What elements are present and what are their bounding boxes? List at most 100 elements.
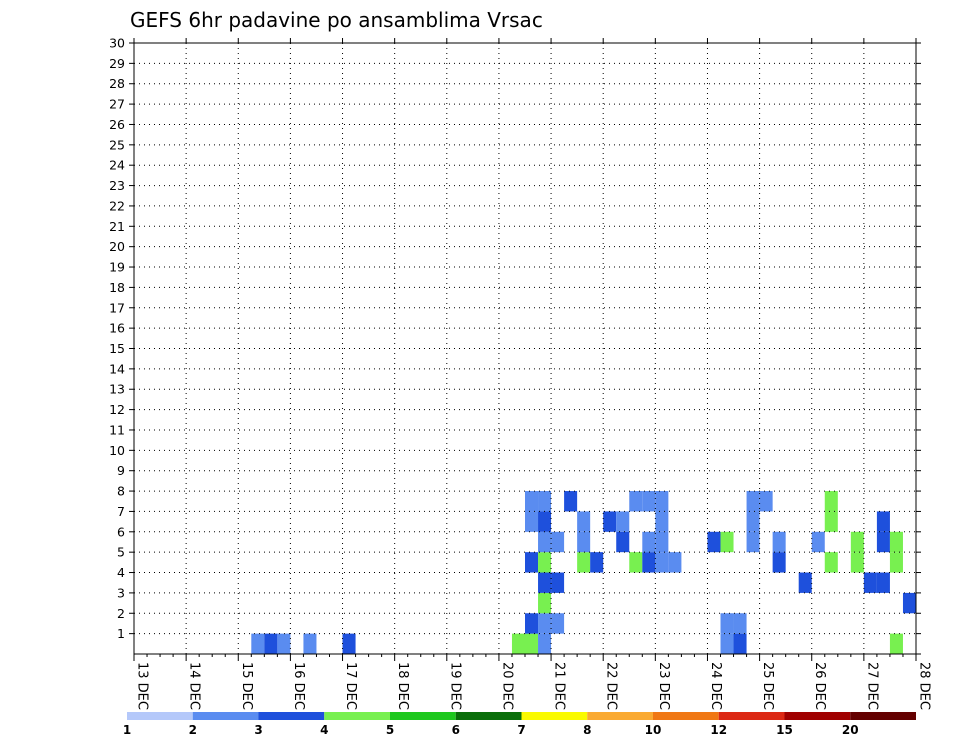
heatmap-cell	[525, 491, 539, 512]
x-tick-label: 21 DEC	[552, 662, 567, 710]
heatmap-cell	[538, 633, 552, 654]
colorbar-segment	[718, 712, 785, 720]
colorbar-segment	[653, 712, 719, 720]
heatmap-cell	[538, 552, 552, 573]
y-tick-label: 1	[117, 626, 125, 641]
heatmap-cell	[746, 511, 760, 532]
heatmap-cell	[577, 511, 591, 532]
heatmap-cell	[551, 613, 565, 634]
heatmap-cell	[525, 633, 539, 654]
y-tick-label: 26	[109, 117, 125, 132]
colorbar-label: 6	[452, 723, 460, 737]
colorbar-segment	[192, 712, 259, 720]
chart-title: GEFS 6hr padavine po ansamblima Vrsac	[130, 8, 543, 32]
y-tick-label: 2	[117, 606, 125, 621]
heatmap-cell	[538, 511, 552, 532]
heatmap-cell	[850, 552, 864, 573]
x-tick-label: 20 DEC	[499, 662, 514, 710]
colorbar-segment	[258, 712, 325, 720]
heatmap-cell	[772, 552, 786, 573]
y-tick-label: 15	[109, 341, 125, 356]
colorbar-label: 3	[254, 723, 262, 737]
heatmap-cell	[642, 552, 656, 573]
heatmap-cell	[538, 613, 552, 634]
y-tick-label: 19	[109, 260, 125, 275]
colorbar-label: 1	[123, 723, 131, 737]
y-tick-label: 12	[109, 402, 125, 417]
colorbar-label: 5	[386, 723, 394, 737]
heatmap-cell	[525, 511, 539, 532]
heatmap-cell	[746, 531, 760, 553]
heatmap-cell	[798, 572, 812, 593]
heatmap-cells	[251, 491, 916, 654]
y-tick-label: 16	[109, 321, 125, 336]
colorbar-label: 15	[776, 723, 793, 737]
x-tick-label: 15 DEC	[239, 662, 254, 710]
x-tick-label: 13 DEC	[135, 662, 150, 710]
y-tick-label: 23	[109, 178, 125, 193]
y-tick-label: 4	[117, 565, 125, 580]
heatmap-cell	[538, 491, 552, 512]
heatmap-cell	[642, 491, 656, 512]
colorbar-label: 7	[517, 723, 525, 737]
heatmap-cell	[876, 572, 890, 593]
heatmap-cell	[655, 552, 669, 573]
y-tick-label: 17	[109, 300, 125, 315]
heatmap-cell	[850, 531, 864, 553]
heatmap-cell	[525, 552, 539, 573]
heatmap-cell	[564, 491, 578, 512]
heatmap-cell	[889, 552, 903, 573]
heatmap-cell	[720, 613, 734, 634]
x-tick-label: 28 DEC	[917, 662, 932, 710]
heatmap-cell	[655, 491, 669, 512]
colorbar: 1 2 3 4 5 6 7 8 10 12 15 20	[123, 712, 916, 737]
heatmap-cell	[668, 552, 682, 573]
y-tick-label: 6	[117, 524, 125, 539]
y-tick-label: 7	[117, 504, 125, 519]
heatmap-cell	[759, 491, 773, 512]
heatmap-cell	[863, 572, 877, 593]
y-tick-label: 29	[109, 56, 125, 71]
heatmap-cell	[342, 633, 356, 654]
heatmap-cell	[629, 552, 643, 573]
colorbar-segment	[587, 712, 653, 720]
heatmap-cell	[577, 531, 591, 553]
heatmap-cell	[303, 633, 317, 654]
colorbar-segment	[521, 712, 588, 720]
heatmap-cell	[707, 531, 721, 553]
y-tick-label: 28	[109, 76, 125, 91]
heatmap-cell	[876, 531, 890, 553]
colorbar-segment	[127, 712, 193, 720]
heatmap-cell	[824, 552, 838, 573]
heatmap-cell	[720, 633, 734, 654]
heatmap-cell	[889, 633, 903, 654]
x-tick-label: 27 DEC	[864, 662, 879, 710]
y-tick-label: 3	[117, 585, 125, 600]
heatmap-cell	[551, 531, 565, 553]
heatmap-cell	[733, 613, 747, 634]
colorbar-label: 4	[320, 723, 328, 737]
y-tick-label: 5	[117, 545, 125, 560]
colorbar-segment	[390, 712, 456, 720]
y-tick-label: 10	[109, 443, 125, 458]
colorbar-label: 8	[583, 723, 591, 737]
y-tick-label: 24	[109, 158, 125, 173]
grid-lines	[134, 43, 916, 654]
y-tick-label: 25	[109, 137, 125, 152]
y-axis: 1234567891011121314151617181920212223242…	[109, 36, 921, 655]
heatmap-cell	[577, 552, 591, 573]
x-tick-label: 18 DEC	[395, 662, 410, 710]
x-tick-label: 22 DEC	[604, 662, 619, 710]
x-tick-label: 23 DEC	[656, 662, 671, 710]
heatmap-cell	[772, 531, 786, 553]
y-tick-label: 13	[109, 382, 125, 397]
heatmap-cell	[277, 633, 291, 654]
heatmap-cell	[902, 592, 916, 614]
heatmap-cell	[876, 511, 890, 532]
heatmap-cell	[538, 592, 552, 614]
y-tick-label: 9	[117, 463, 125, 478]
y-tick-label: 8	[117, 484, 125, 499]
heatmap-cell	[811, 531, 825, 553]
y-tick-label: 21	[109, 219, 125, 234]
